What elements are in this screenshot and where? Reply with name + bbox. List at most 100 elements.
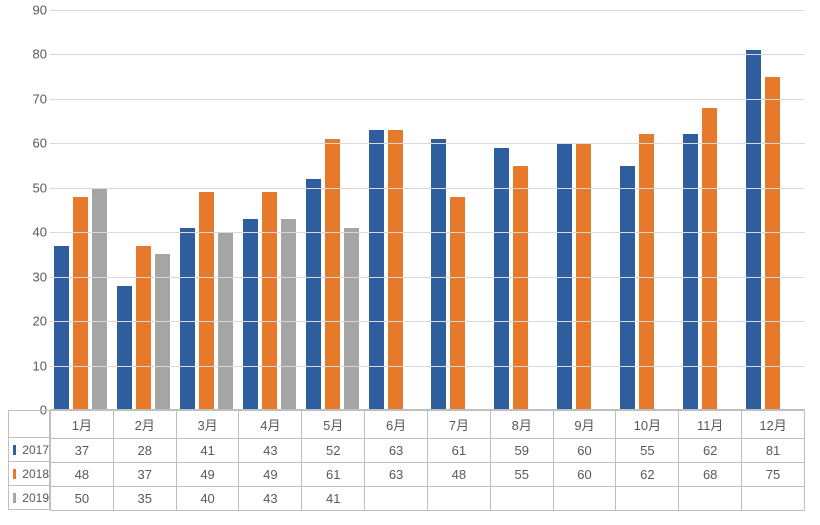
table-cell bbox=[490, 487, 553, 511]
y-tick-label: 80 bbox=[33, 47, 47, 62]
y-tick-label: 50 bbox=[33, 180, 47, 195]
category-header: 6月 bbox=[365, 411, 428, 439]
gridline bbox=[50, 188, 805, 189]
legend-label: 2018 bbox=[22, 467, 49, 481]
category-header: 10月 bbox=[616, 411, 679, 439]
table-cell: 62 bbox=[679, 439, 742, 463]
bar-2018 bbox=[325, 139, 340, 410]
data-table: 1月2月3月4月5月6月7月8月9月10月11月12月3728414352636… bbox=[50, 410, 805, 511]
bar-2018 bbox=[388, 130, 403, 410]
bar-group bbox=[239, 10, 302, 410]
table-cell: 61 bbox=[302, 463, 365, 487]
table-cell: 68 bbox=[679, 463, 742, 487]
bar-group bbox=[50, 10, 113, 410]
table-cell: 63 bbox=[365, 463, 428, 487]
category-header: 3月 bbox=[176, 411, 239, 439]
gridline bbox=[50, 232, 805, 233]
table-row: 483749496163485560626875 bbox=[51, 463, 805, 487]
bar-group bbox=[553, 10, 616, 410]
table-cell: 43 bbox=[239, 439, 302, 463]
bar-2017 bbox=[369, 130, 384, 410]
table-cell: 41 bbox=[302, 487, 365, 511]
bar-group bbox=[679, 10, 742, 410]
table-cell: 43 bbox=[239, 487, 302, 511]
table-cell: 37 bbox=[51, 439, 114, 463]
bar-2018 bbox=[199, 192, 214, 410]
category-header: 4月 bbox=[239, 411, 302, 439]
table-cell: 59 bbox=[490, 439, 553, 463]
y-tick-label: 30 bbox=[33, 269, 47, 284]
table-cell: 41 bbox=[176, 439, 239, 463]
bar-2019 bbox=[281, 219, 296, 410]
category-header: 2月 bbox=[113, 411, 176, 439]
bar-2017 bbox=[306, 179, 321, 410]
y-tick-label: 40 bbox=[33, 225, 47, 240]
bar-2018 bbox=[765, 77, 780, 410]
table-cell: 75 bbox=[742, 463, 805, 487]
gridline bbox=[50, 321, 805, 322]
bar-2017 bbox=[54, 246, 69, 410]
table-cell: 37 bbox=[113, 463, 176, 487]
table-cell: 63 bbox=[365, 439, 428, 463]
gridline bbox=[50, 366, 805, 367]
table-cell: 49 bbox=[239, 463, 302, 487]
y-tick-label: 60 bbox=[33, 136, 47, 151]
table-cell: 48 bbox=[427, 463, 490, 487]
bar-group bbox=[113, 10, 176, 410]
category-header: 9月 bbox=[553, 411, 616, 439]
category-header: 12月 bbox=[742, 411, 805, 439]
bar-group bbox=[742, 10, 805, 410]
table-cell: 50 bbox=[51, 487, 114, 511]
bar-2018 bbox=[450, 197, 465, 410]
table-cell bbox=[742, 487, 805, 511]
bar-2018 bbox=[639, 134, 654, 410]
table-cell: 49 bbox=[176, 463, 239, 487]
category-header: 7月 bbox=[427, 411, 490, 439]
bar-2017 bbox=[431, 139, 446, 410]
legend-spacer bbox=[8, 410, 50, 438]
legend-label: 2019 bbox=[22, 491, 49, 505]
category-header: 11月 bbox=[679, 411, 742, 439]
gridline bbox=[50, 99, 805, 100]
bar-group bbox=[616, 10, 679, 410]
bar-2017 bbox=[117, 286, 132, 410]
table-cell: 60 bbox=[553, 439, 616, 463]
table-cell bbox=[553, 487, 616, 511]
bar-2018 bbox=[262, 192, 277, 410]
legend-item-2018: 2018 bbox=[8, 462, 50, 486]
category-header: 5月 bbox=[302, 411, 365, 439]
gridline bbox=[50, 277, 805, 278]
bar-2017 bbox=[180, 228, 195, 410]
table-cell bbox=[679, 487, 742, 511]
y-tick-label: 10 bbox=[33, 358, 47, 373]
y-tick-label: 20 bbox=[33, 314, 47, 329]
category-header: 1月 bbox=[51, 411, 114, 439]
gridline bbox=[50, 143, 805, 144]
legend-swatch-icon bbox=[13, 469, 16, 479]
bar-2017 bbox=[243, 219, 258, 410]
bar-group bbox=[428, 10, 491, 410]
table-cell: 81 bbox=[742, 439, 805, 463]
bar-2017 bbox=[620, 166, 635, 410]
table-cell: 62 bbox=[616, 463, 679, 487]
chart-plot-area bbox=[50, 10, 805, 410]
legend-item-2019: 2019 bbox=[8, 486, 50, 510]
bar-group bbox=[365, 10, 428, 410]
table-cell: 35 bbox=[113, 487, 176, 511]
category-header: 8月 bbox=[490, 411, 553, 439]
table-cell bbox=[365, 487, 428, 511]
table-cell: 52 bbox=[302, 439, 365, 463]
legend-label: 2017 bbox=[22, 443, 49, 457]
table-cell: 48 bbox=[51, 463, 114, 487]
bar-group bbox=[176, 10, 239, 410]
bar-2019 bbox=[344, 228, 359, 410]
bar-group bbox=[490, 10, 553, 410]
table-cell: 61 bbox=[427, 439, 490, 463]
bar-group bbox=[302, 10, 365, 410]
bar-2018 bbox=[73, 197, 88, 410]
bar-2017 bbox=[746, 50, 761, 410]
y-tick-label: 70 bbox=[33, 91, 47, 106]
table-cell: 60 bbox=[553, 463, 616, 487]
bar-2019 bbox=[155, 254, 170, 410]
gridline bbox=[50, 54, 805, 55]
